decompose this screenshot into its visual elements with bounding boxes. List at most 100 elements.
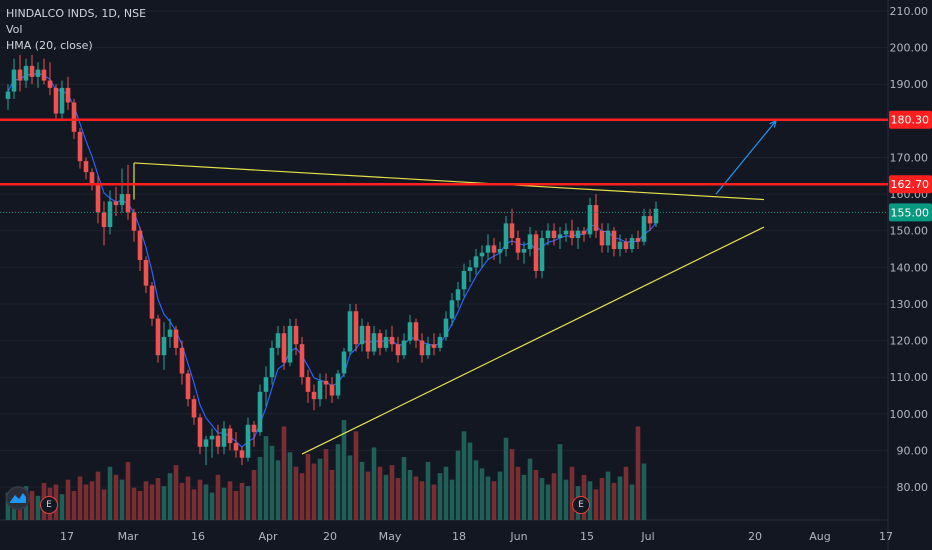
volume-bar (449, 479, 455, 520)
earnings-marker[interactable]: E (572, 496, 590, 514)
time-tick-label: 20 (748, 530, 762, 543)
volume-bar (71, 490, 77, 520)
volume-bar (131, 487, 137, 520)
candle-body (125, 194, 131, 213)
candle-body (365, 325, 371, 352)
price-tag-last[interactable]: 155.00 (891, 206, 930, 219)
volume-bar (335, 444, 341, 520)
volume-bar (509, 449, 515, 520)
candle-body (407, 322, 413, 341)
candle-body (161, 336, 167, 356)
candle-body (251, 424, 257, 433)
volume-bar (227, 481, 233, 520)
tradingview-logo-icon[interactable] (6, 486, 30, 510)
candle-body (611, 230, 617, 250)
volume-bar (77, 476, 83, 520)
candle-body (455, 289, 461, 301)
volume-bar (641, 463, 647, 520)
volume-bar (539, 478, 545, 520)
candle-body (377, 333, 383, 348)
candle-body (581, 230, 587, 235)
volume-bar (383, 474, 389, 520)
volume-bar (587, 481, 593, 520)
volume-bar (65, 479, 71, 520)
volume-bar (551, 473, 557, 520)
candle-body (485, 245, 491, 253)
volume-bar (371, 447, 377, 520)
volume-bar (497, 471, 503, 520)
volume-bars (5, 420, 647, 520)
volume-bar (119, 479, 125, 520)
symbol-title[interactable]: HINDALCO INDS, 1D, NSE (6, 7, 147, 20)
volume-bar (455, 450, 461, 520)
price-tag-level-2[interactable]: 162.70 (891, 178, 930, 191)
candle-body (35, 69, 41, 77)
volume-bar (311, 463, 317, 520)
candle-body (119, 194, 125, 206)
candle-body (257, 391, 263, 433)
candle-body (353, 311, 359, 345)
candles (5, 54, 659, 466)
candle-body (179, 347, 185, 374)
candle-body (545, 230, 551, 239)
candle-body (335, 373, 341, 396)
price-tick-label: 170.00 (890, 151, 929, 164)
volume-bar (203, 484, 209, 520)
candle-body (395, 344, 401, 356)
price-tag-level-1[interactable]: 180.30 (891, 114, 930, 127)
volume-bar (437, 473, 443, 520)
time-axis[interactable]: 17 Mar 16 Apr 20 May 18 Jun 15 Jul 20 Aug 17 (60, 530, 893, 543)
hma-legend[interactable]: HMA (20, close) (6, 39, 93, 52)
price-axis[interactable]: 80.00 90.00 100.00 110.00 120.00 130.00 140.00… (889, 5, 932, 494)
volume-legend[interactable]: Vol (6, 23, 23, 36)
time-tick-label: May (379, 530, 402, 543)
volume-bar (215, 474, 221, 520)
trendline-upper[interactable] (133, 162, 765, 201)
volume-bar (635, 426, 641, 520)
candle-body (59, 87, 65, 114)
candle-body (605, 230, 611, 246)
candle-body (167, 329, 173, 337)
volume-bar (293, 466, 299, 520)
projection-arrow[interactable] (715, 120, 777, 195)
candle-body (623, 241, 629, 250)
candle-body (83, 161, 89, 173)
trendline-lower[interactable] (301, 226, 765, 455)
time-tick-label: Mar (118, 530, 139, 543)
price-tick-label: 190.00 (890, 78, 929, 91)
candle-body (431, 344, 437, 348)
price-tick-label: 120.00 (890, 335, 929, 348)
volume-bar (113, 474, 119, 520)
volume-bar (545, 484, 551, 520)
volume-bar (467, 442, 473, 520)
earnings-marker[interactable]: E (40, 496, 58, 514)
candle-body (509, 223, 515, 239)
volume-bar (269, 445, 275, 520)
volume-bar (341, 420, 347, 520)
volume-bar (59, 494, 65, 520)
price-tick-label: 200.00 (890, 42, 929, 55)
candle-body (569, 230, 575, 239)
candle-body (557, 234, 563, 239)
candle-body (143, 260, 149, 286)
volume-bar (323, 449, 329, 520)
volume-bar (485, 476, 491, 520)
volume-bar (155, 478, 161, 520)
candle-body (11, 69, 17, 92)
time-tick-label: 18 (452, 530, 466, 543)
candle-body (233, 443, 239, 451)
horizontal-levels[interactable] (0, 118, 888, 213)
price-tick-label: 110.00 (890, 371, 929, 384)
volume-bar (503, 437, 509, 520)
candle-body (155, 318, 161, 356)
candle-body (539, 238, 545, 271)
candle-body (131, 212, 137, 231)
volume-bar (407, 470, 413, 520)
candle-body (617, 241, 623, 250)
volume-bar (629, 484, 635, 520)
candle-body (593, 205, 599, 231)
candle-body (287, 325, 293, 363)
candle-body (473, 256, 479, 268)
candle-body (533, 234, 539, 271)
